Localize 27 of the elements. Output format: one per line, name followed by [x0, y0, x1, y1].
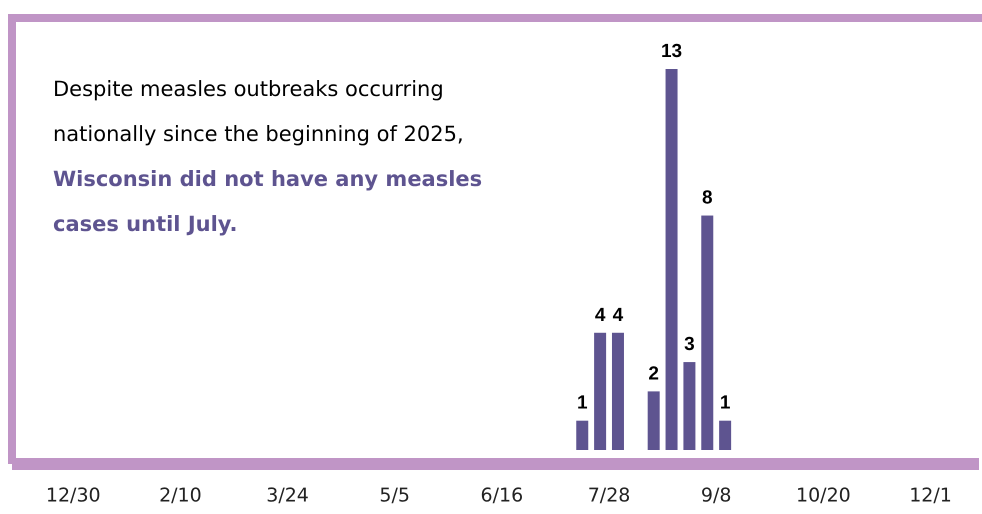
data-label: 4: [594, 304, 606, 326]
bar: [701, 216, 714, 450]
x-tick-label: 3/24: [266, 484, 309, 506]
data-label: 13: [660, 41, 682, 62]
bar: [594, 332, 606, 450]
bar: [683, 362, 696, 450]
data-label: 4: [612, 304, 624, 326]
data-label: 1: [720, 392, 731, 414]
bar: [666, 69, 678, 450]
x-tick-label: 6/16: [480, 484, 524, 506]
bar: [648, 391, 660, 450]
data-label: 2: [648, 363, 659, 384]
x-tick-label: 12/1: [909, 484, 952, 506]
bar: [612, 332, 624, 450]
annotation: Despite measles outbreaks occurring nationally since the beginning of 2025,: [53, 77, 464, 146]
annotation: Wisconsin did not have any measles cases until July.: [53, 167, 482, 236]
data-label: 1: [576, 392, 588, 414]
x-tick-label: 2/10: [159, 484, 202, 506]
x-tick-label: 12/30: [46, 484, 101, 506]
data-label: 8: [702, 188, 713, 209]
x-tick-label: 10/20: [796, 484, 851, 506]
data-label: 3: [684, 334, 695, 356]
x-tick-label: 7/28: [588, 484, 630, 506]
bar: [576, 420, 588, 450]
bar: [719, 420, 732, 450]
x-tick-label: 5/5: [379, 484, 410, 506]
x-tick-label: 9/8: [700, 484, 732, 506]
